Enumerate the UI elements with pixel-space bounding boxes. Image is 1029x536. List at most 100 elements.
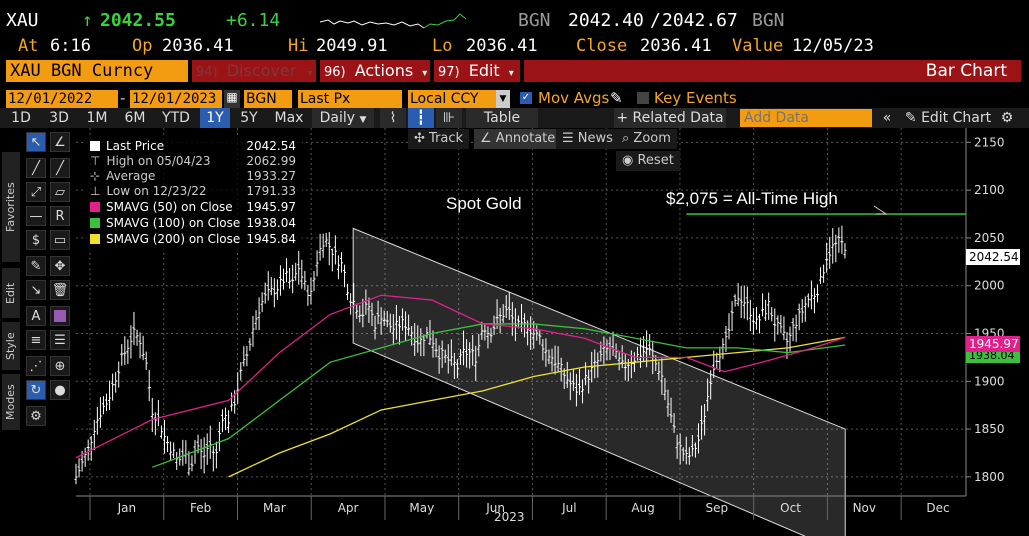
color-picker-icon[interactable]	[50, 306, 70, 326]
key-events-label: Key Events	[654, 89, 737, 107]
track-button[interactable]: ✣ Track	[408, 129, 470, 149]
swatch-icon	[90, 218, 100, 228]
pen-icon[interactable]: ✎	[26, 256, 46, 276]
palette-icon[interactable]: ●	[50, 380, 70, 400]
pencil-icon[interactable]: ✎	[610, 89, 623, 107]
zoom-label: Zoom	[633, 131, 671, 146]
price-bars	[74, 225, 847, 485]
line-chart-icon[interactable]: ⌇	[380, 108, 406, 128]
magnifier-icon: ⌕	[622, 131, 630, 146]
cycle-icon[interactable]: ↻	[26, 380, 46, 400]
period-max[interactable]: Max	[274, 110, 304, 126]
font-style-icon[interactable]: A	[26, 306, 46, 326]
frequency-dropdown[interactable]: Daily ▼	[312, 108, 374, 128]
regression-channel[interactable]	[352, 227, 846, 536]
dashed-line-icon[interactable]: ⋰	[26, 356, 46, 376]
trendline-icon[interactable]: ╱	[26, 158, 46, 178]
magnet-icon[interactable]: ⊕	[50, 356, 70, 376]
last-price-badge: 2042.54	[966, 249, 1020, 265]
open-label: Op	[132, 36, 153, 56]
quote-row: XAU ↑ 2042.55 +6.14 BGN 2042.40 / 2042.6…	[0, 8, 1029, 36]
legend-last-price[interactable]: Last Price 2042.54	[90, 139, 298, 153]
segment-icon[interactable]: ⤢	[26, 182, 46, 202]
annotate-button[interactable]: ∠ Annotate	[474, 129, 562, 149]
bar-chart-icon[interactable]: ┇	[408, 108, 434, 128]
news-button[interactable]: ☰ News	[556, 129, 619, 149]
arrow-tool-icon[interactable]: ↘	[26, 280, 46, 300]
bid-price: 2042.40	[568, 10, 644, 31]
field-dropdown[interactable]: Last Px	[298, 90, 402, 108]
legend-sma100[interactable]: SMAVG (100) on Close 1938.04	[90, 216, 298, 230]
period-5y[interactable]: 5Y	[240, 110, 258, 126]
spot-gold-annotation[interactable]: Spot Gold	[446, 194, 522, 213]
ath-annotation[interactable]: $2,075 = All-Time High	[666, 189, 838, 208]
ray-icon[interactable]: ╱	[50, 158, 70, 178]
candle-icon[interactable]: ⊪	[436, 108, 462, 128]
rectangle-icon[interactable]: ▭	[50, 230, 70, 250]
swatch-icon	[90, 202, 100, 212]
period-6m[interactable]: 6M	[124, 110, 146, 126]
calendar-icon[interactable]: ▦	[224, 90, 240, 108]
y-tick-label: 2100	[974, 183, 1005, 197]
collapse-icon[interactable]: «	[882, 110, 892, 126]
end-date-field[interactable]: 12/01/2023	[130, 90, 222, 108]
at-time: 6:16	[50, 36, 91, 56]
legend-sma200[interactable]: SMAVG (200) on Close 1945.84	[90, 232, 298, 246]
table-button[interactable]: Table	[466, 108, 538, 128]
period-1y[interactable]: 1Y	[200, 108, 230, 128]
period-ytd[interactable]: YTD	[162, 110, 190, 126]
mov-avgs-checkbox[interactable]: ✓	[520, 92, 532, 104]
security-field[interactable]: XAU BGN Curncy	[6, 60, 188, 82]
discover-label: Discover	[226, 61, 297, 80]
discover-button[interactable]: 94) Discover ▾	[192, 60, 316, 82]
currency-dropdown[interactable]: Local CCY	[408, 90, 510, 108]
value-label: Value	[732, 36, 784, 56]
drawing-tools-panel: Favorites Edit Style Modes ↖ ∠ ╱ ╱ ⤢ ▱ —…	[0, 130, 76, 430]
trash-icon[interactable]: 🗑	[50, 280, 70, 300]
swatch-icon	[90, 141, 100, 151]
caret-down-icon[interactable]: ▼	[496, 90, 510, 108]
start-date-field[interactable]: 12/01/2022	[6, 90, 118, 108]
x-axis-year-label: 2023	[494, 510, 525, 524]
reset-button[interactable]: ◉ Reset	[616, 151, 680, 171]
sma100-badge: 1938.04	[966, 349, 1020, 363]
add-data-input[interactable]	[740, 109, 872, 127]
zoom-button[interactable]: ⌕ Zoom	[616, 129, 677, 149]
swatch-icon	[90, 234, 100, 244]
settings-gear-icon[interactable]: ⚙	[26, 406, 46, 426]
price-label-icon[interactable]: $	[26, 230, 46, 250]
source-field[interactable]: BGN	[244, 90, 292, 108]
key-events-checkbox[interactable]	[637, 92, 649, 104]
period-1d[interactable]: 1D	[11, 110, 31, 126]
gear-icon[interactable]: ⚙	[1000, 110, 1014, 126]
channel-icon[interactable]: ▱	[50, 182, 70, 202]
x-tick-label: Dec	[926, 501, 949, 515]
legend-label: Average	[106, 169, 156, 183]
legend-sma50[interactable]: SMAVG (50) on Close 1945.97	[90, 200, 298, 214]
related-data-dropdown[interactable]: + Related Data ▼	[614, 108, 726, 145]
period-1m[interactable]: 1M	[86, 110, 108, 126]
draw-line-icon[interactable]: ∠	[50, 132, 70, 152]
cursor-icon[interactable]: ↖	[26, 132, 46, 152]
retracement-icon[interactable]: R	[50, 206, 70, 226]
high-label: Hi	[288, 36, 309, 56]
period-3d[interactable]: 3D	[49, 110, 69, 126]
legend-average[interactable]: ⊹ Average 1933.27	[90, 169, 298, 183]
edit-chart-button[interactable]: ✎ Edit Chart	[902, 108, 994, 128]
news-label: News	[577, 131, 613, 146]
legend-high[interactable]: ⊤ High on 05/04/23 2062.99	[90, 154, 298, 168]
mov-avgs-label: Mov Avgs	[538, 89, 610, 107]
last-price: 2042.55	[100, 10, 176, 31]
bid-source: BGN	[518, 10, 551, 31]
edit-button[interactable]: 97) Edit ▾	[434, 60, 520, 82]
actions-button[interactable]: 96) Actions ▾	[320, 60, 430, 82]
line-width-icon[interactable]: ☰	[50, 330, 70, 350]
low-value: 2036.41	[466, 36, 538, 56]
edit-num: 97)	[438, 65, 460, 80]
legend-low[interactable]: ⊥ Low on 12/23/22 1791.33	[90, 184, 298, 198]
horizontal-line-icon[interactable]: —	[26, 206, 46, 226]
line-style-icon[interactable]: ≡	[26, 330, 46, 350]
move-icon[interactable]: ✥	[50, 256, 70, 276]
edit-label: Edit	[468, 61, 500, 80]
x-tick-label: Mar	[263, 501, 286, 515]
